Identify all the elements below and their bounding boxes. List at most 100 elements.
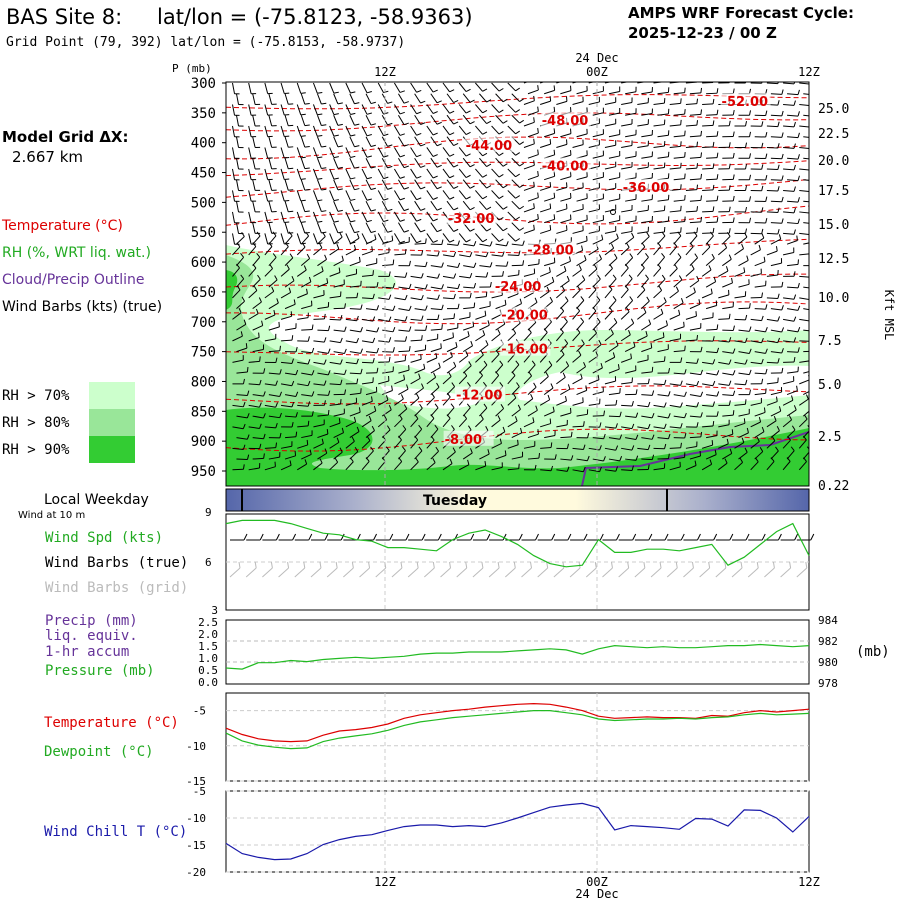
xs-wind-barb [248, 332, 260, 342]
xs-wind-barb [798, 457, 807, 471]
xs-wind-barb [750, 244, 761, 256]
xs-wind-barb [329, 315, 343, 321]
xs-wind-barb [458, 350, 469, 363]
xs-wind-barb [608, 129, 621, 138]
xs-wind-barb [799, 189, 809, 192]
pressure-tick-label: 750 [191, 345, 216, 361]
xs-wind-barb [701, 288, 713, 299]
xs-wind-barb [479, 340, 489, 353]
xs-wind-barb [750, 457, 759, 471]
xs-wind-barb [754, 218, 768, 224]
xs-wind-barb [382, 326, 396, 333]
xs-wind-barb [637, 444, 651, 451]
xs-wind-barb [734, 359, 748, 365]
xs-wind-barb [329, 457, 339, 471]
xs-wind-barb [284, 369, 299, 376]
xs-wind-barb [685, 120, 699, 127]
xs-wind-barb [345, 416, 357, 428]
xs-wind-barb [236, 343, 248, 353]
xs-wind-barb [300, 93, 310, 105]
xs-wind-barb [722, 448, 733, 460]
xs-wind-barb [280, 190, 290, 202]
xs-wind-barb [798, 435, 807, 449]
xs-wind-barb [345, 337, 359, 344]
xs-wind-barb [770, 446, 779, 460]
xs-wind-barb [349, 256, 361, 267]
xs-wind-barb [301, 411, 314, 417]
xs-wind-barb [377, 211, 389, 223]
xs-wind-barb [442, 371, 452, 385]
xs-wind-barb [588, 398, 601, 406]
xs-wind-barb [669, 205, 682, 213]
windchill-tick-label: -20 [186, 866, 206, 879]
height-tick-label: 5.0 [818, 378, 841, 393]
xs-wind-barb [268, 321, 280, 331]
xs-wind-barb [738, 255, 749, 267]
xs-wind-barb [799, 297, 809, 301]
xs-wind-barb [377, 104, 389, 115]
xs-wind-barb [297, 336, 310, 342]
xs-wind-barb [701, 265, 712, 277]
xs-wind-barb [556, 203, 568, 213]
windchill-tick-label: -5 [193, 785, 206, 798]
xs-wind-barb [799, 82, 809, 85]
pressure-tick-label: 500 [191, 195, 216, 211]
xs-wind-barb [252, 320, 264, 331]
dewpoint-line [225, 709, 810, 750]
top-tick-12z-a: 12Z [374, 65, 396, 79]
xs-wind-barb [556, 466, 570, 472]
xs-wind-barb [231, 125, 240, 138]
xs-wind-barb [783, 143, 796, 149]
site-marker [610, 209, 616, 215]
xs-wind-barb [361, 377, 374, 385]
xs-wind-barb [625, 365, 637, 374]
xs-wind-barb [507, 416, 518, 428]
xs-wind-barb [329, 147, 339, 159]
xs-wind-barb [297, 288, 308, 299]
xs-wind-barb [329, 337, 343, 344]
xs-wind-barb [382, 347, 395, 353]
xs-wind-barb [281, 421, 294, 428]
xs-wind-barb [414, 136, 426, 147]
xs-wind-barb [410, 168, 422, 179]
xs-wind-barb [523, 268, 536, 277]
xs-wind-barb [475, 460, 487, 471]
xs-wind-barb [527, 259, 540, 267]
xs-wind-barb [673, 275, 683, 288]
xs-wind-barb [236, 390, 250, 396]
xs-wind-barb [685, 460, 697, 471]
xs-wind-barb [685, 402, 699, 408]
sfc-wind-barb-true [715, 533, 734, 541]
xs-wind-barb [527, 106, 539, 116]
xs-wind-barb [313, 337, 327, 343]
xs-wind-barb [268, 412, 282, 419]
xs-wind-barb [706, 391, 720, 397]
xs-wind-barb [722, 195, 735, 202]
sfc-wind-barb-grid [310, 561, 322, 578]
xs-wind-barb [458, 414, 468, 428]
xs-wind-barb [446, 262, 461, 269]
xs-wind-barb [523, 417, 535, 428]
xs-wind-barb [511, 93, 524, 102]
xs-wind-barb [641, 390, 655, 396]
xs-wind-barb [702, 359, 716, 365]
xs-wind-barb [770, 426, 780, 438]
xs-wind-barb [637, 401, 651, 408]
xs-wind-barb [592, 456, 606, 462]
xs-wind-barb [637, 423, 651, 430]
height-ticks: 25.0 22.5 20.0 17.5 15.0 12.5 10.0 7.5 5.0 2.5 0.2… [818, 102, 849, 494]
xs-wind-barb [523, 181, 535, 191]
xs-wind-barb [706, 152, 719, 159]
xs-wind-barb [447, 303, 460, 310]
xs-wind-barb [738, 153, 752, 159]
xs-wind-barb [689, 216, 703, 224]
cross-section-frame [225, 81, 810, 487]
xs-wind-barb [540, 418, 552, 428]
xs-wind-barb [592, 172, 604, 181]
sfc-wind-barb-grid [456, 561, 468, 578]
xs-wind-barb [560, 214, 572, 224]
xs-wind-barb [329, 291, 342, 299]
pressure-right-tick-label: 984 [818, 614, 838, 627]
xs-wind-barb [410, 373, 421, 385]
xs-wind-barb [706, 195, 719, 202]
